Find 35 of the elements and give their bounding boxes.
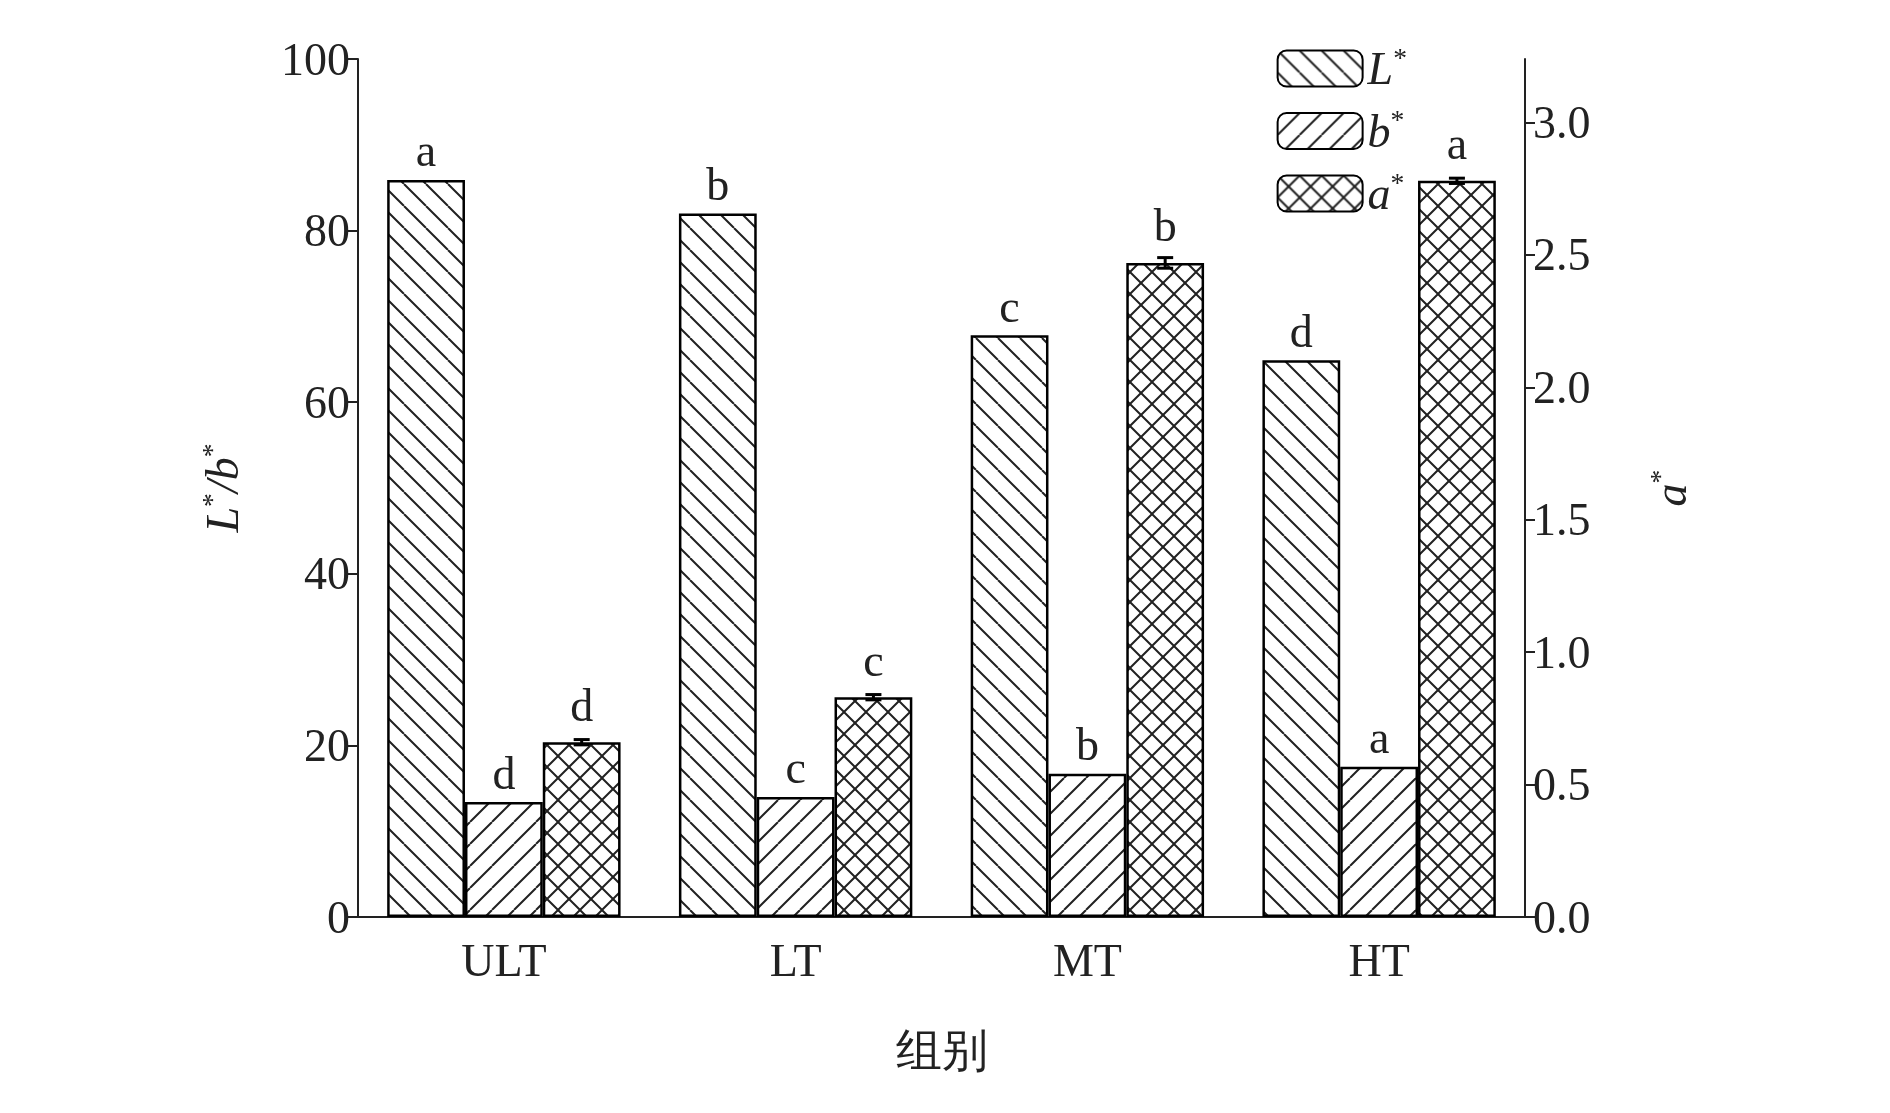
data-label: d xyxy=(1289,305,1313,357)
data-label: a xyxy=(1446,118,1468,170)
x-tick-label: ULT xyxy=(461,934,547,986)
y-axis-title: L*/b* xyxy=(195,443,248,534)
legend-label: a* xyxy=(1367,166,1405,219)
y2-tick-label: 1.0 xyxy=(1533,626,1591,678)
data-label: d xyxy=(492,747,516,799)
y2-tick-label: 3.0 xyxy=(1533,97,1591,149)
y2-tick-label: 2.0 xyxy=(1533,361,1591,413)
y2-tick-label: 0.5 xyxy=(1533,759,1591,811)
y-tick-label: 0 xyxy=(327,891,350,943)
data-label: a xyxy=(415,125,437,177)
y2-tick-label: 0.0 xyxy=(1533,891,1591,943)
data-label: b xyxy=(1153,200,1177,252)
y-tick-label: 80 xyxy=(304,205,350,257)
data-label: c xyxy=(863,634,884,686)
y2-tick-label: 2.5 xyxy=(1533,229,1591,281)
y2-tick-label: 1.5 xyxy=(1533,494,1591,546)
data-label: c xyxy=(785,742,806,794)
y-tick-label: 40 xyxy=(304,548,350,600)
y-tick-label: 100 xyxy=(281,33,350,85)
data-label: a xyxy=(1368,712,1390,764)
x-tick-label: MT xyxy=(1052,934,1122,986)
legend-label: L* xyxy=(1366,41,1407,94)
data-label: b xyxy=(706,158,730,210)
legend-label: b* xyxy=(1367,104,1405,157)
y-tick-label: 60 xyxy=(304,376,350,428)
y2-axis-title: a* xyxy=(1643,469,1696,507)
data-label: d xyxy=(570,679,594,731)
data-label: c xyxy=(999,280,1020,332)
x-tick-label: LT xyxy=(769,934,822,986)
x-axis-title: 组别 xyxy=(895,1024,988,1076)
data-label: b xyxy=(1075,719,1099,771)
x-tick-label: HT xyxy=(1348,934,1410,986)
y-tick-label: 20 xyxy=(304,719,350,771)
